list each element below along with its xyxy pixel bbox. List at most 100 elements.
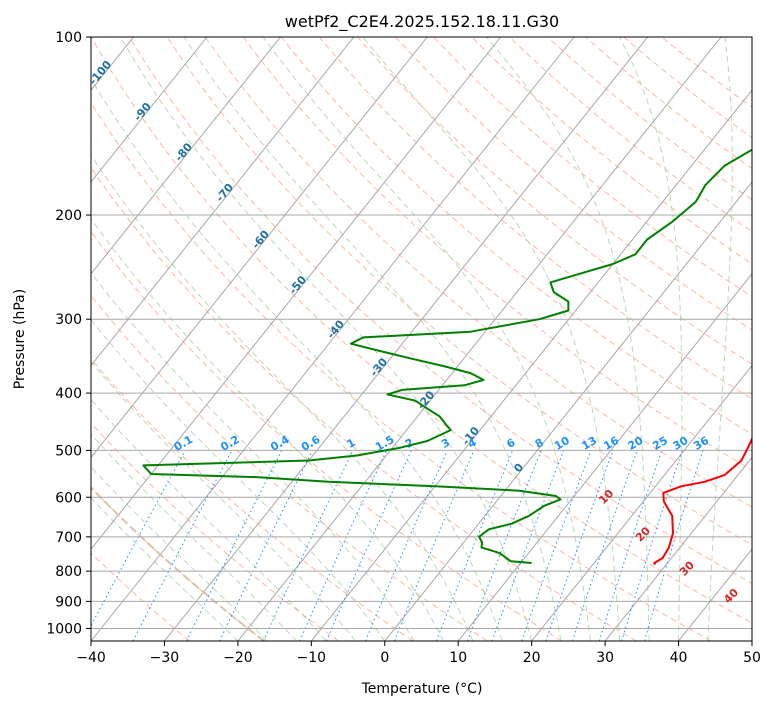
isotherm-line <box>91 37 428 459</box>
moist-adiabat-line <box>91 466 268 641</box>
isotherm-line <box>310 89 752 641</box>
moist-adiabat-line <box>618 37 683 641</box>
x-axis-label: Temperature (°C) <box>361 681 483 697</box>
dewpoint-line <box>142 148 752 564</box>
isotherm-line <box>91 37 355 367</box>
mixing-ratio-line <box>466 450 542 641</box>
isotherm-label: -30 <box>368 355 391 379</box>
dry-adiabat-line <box>91 37 752 624</box>
isotherm-line <box>91 37 208 183</box>
y-tick-label: 100 <box>55 30 82 46</box>
isotherm-label: -50 <box>286 273 309 297</box>
dry-adiabat-line <box>91 230 563 641</box>
dry-adiabat-line <box>91 166 637 641</box>
y-tick-label: 400 <box>55 386 82 402</box>
x-tick-label: 30 <box>596 650 614 666</box>
isotherm-line <box>164 37 649 641</box>
x-tick-label: 20 <box>523 650 541 666</box>
x-tick-label: −40 <box>76 650 106 666</box>
dry-adiabat-line <box>91 358 414 641</box>
moist-adiabat-line <box>91 433 297 641</box>
moist-adiabat-line <box>91 77 503 641</box>
pressure-grid <box>91 37 752 629</box>
moist-adiabat-line <box>262 37 591 641</box>
y-tick-label: 800 <box>55 564 82 580</box>
isotherm-label: -70 <box>213 181 236 205</box>
moist-adiabat-line <box>91 217 444 641</box>
dry-adiabat-line <box>204 37 752 508</box>
x-tick-label: 10 <box>449 650 467 666</box>
dry-adiabat-line <box>509 37 752 233</box>
dry-adiabat-line <box>242 37 752 471</box>
y-tick-label: 700 <box>55 530 82 546</box>
x-tick-label: −20 <box>223 650 253 666</box>
mixing-ratio-line <box>262 450 354 641</box>
dry-adiabat-line <box>91 552 190 641</box>
background-lines <box>0 37 752 641</box>
dry-adiabat-line <box>395 37 752 331</box>
moist-adiabat-line <box>486 37 650 641</box>
dry-adiabat-line <box>91 422 339 641</box>
x-tick-label: −30 <box>150 650 180 666</box>
dry-adiabat-line <box>166 37 752 546</box>
moist-adiabat-line <box>707 37 733 641</box>
isotherm-line <box>457 272 752 641</box>
mixing-ratio-line <box>219 450 313 641</box>
plot-frame <box>90 36 753 642</box>
y-axis: 100 200 300 400 500 600 700 800 900 1000 <box>46 30 91 637</box>
isotherm-label: -40 <box>324 317 347 341</box>
dry-adiabat-label: 20 <box>633 524 653 544</box>
x-tick-label: −10 <box>297 650 327 666</box>
mixing-ratio-line <box>621 450 683 641</box>
dry-adiabat-line <box>91 101 712 641</box>
isotherm-line <box>237 37 722 641</box>
isotherm-label: -90 <box>131 100 154 124</box>
isotherm-line <box>678 548 752 641</box>
mixing-ratio-label: 3 <box>439 436 452 451</box>
dry-adiabat-line <box>319 37 752 400</box>
dry-adiabat-label: 30 <box>677 558 697 578</box>
x-tick-label: 50 <box>743 650 761 666</box>
moist-adiabat-line <box>91 497 239 641</box>
dry-adiabat-line <box>547 37 752 201</box>
moist-adiabat-line <box>119 37 533 641</box>
mixing-ratio-line <box>521 450 592 641</box>
y-axis-label: Pressure (hPa) <box>12 289 28 389</box>
y-tick-label: 1000 <box>46 621 82 637</box>
isotherm-line <box>751 640 752 641</box>
y-tick-label: 500 <box>55 443 82 459</box>
isotherm-line <box>91 37 575 641</box>
x-tick-label: 40 <box>670 650 688 666</box>
isotherm-line <box>0 37 60 641</box>
mixing-ratio-line <box>299 450 388 641</box>
dry-adiabat-line <box>471 37 752 265</box>
moist-adiabat-line <box>91 154 474 641</box>
isotherm-line <box>91 37 281 275</box>
mixing-ratio-label: 6 <box>504 436 517 451</box>
y-tick-label: 300 <box>55 312 82 328</box>
mixing-ratio-line <box>644 450 704 641</box>
y-tick-label: 900 <box>55 594 82 610</box>
mixing-ratio-line <box>545 450 614 641</box>
dry-adiabat-line <box>433 37 752 298</box>
dry-adiabat-line <box>91 294 488 641</box>
mixing-ratio-line <box>325 450 412 641</box>
dry-adiabat-line <box>661 37 752 108</box>
temperature-line <box>653 436 752 566</box>
boundary-curve <box>91 486 265 641</box>
x-tick-label: 0 <box>380 650 389 666</box>
y-tick-label: 200 <box>55 208 82 224</box>
moist-adiabat-line <box>362 37 621 641</box>
dry-adiabat-line <box>91 486 265 641</box>
mixing-ratio-line <box>435 450 514 641</box>
isotherm-line <box>384 181 752 641</box>
profile-lines <box>142 148 752 566</box>
dry-adiabat-label: 10 <box>596 487 616 507</box>
dry-adiabat-line <box>128 37 752 585</box>
dry-adiabat-label: 40 <box>721 586 741 606</box>
isotherm-label: -80 <box>172 140 195 164</box>
moist-adiabat-line <box>91 360 356 641</box>
chart-title: wetPf2_C2E4.2025.152.18.11.G30 <box>285 12 559 32</box>
mixing-ratio-label: 8 <box>533 436 546 451</box>
